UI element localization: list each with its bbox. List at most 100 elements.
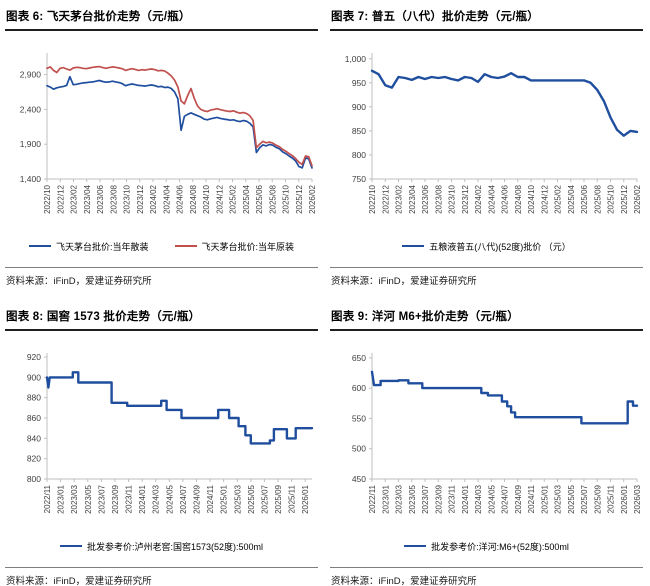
svg-text:2024/07: 2024/07	[179, 484, 188, 513]
line-sample-icon	[174, 245, 197, 247]
svg-text:2025/02: 2025/02	[229, 184, 238, 213]
svg-text:2024/05: 2024/05	[487, 484, 496, 513]
svg-text:2025/09: 2025/09	[593, 484, 602, 513]
legend-label: 五粮液普五(八代)(52度)批价 （元）	[429, 241, 571, 252]
svg-text:2024/11: 2024/11	[527, 484, 536, 513]
svg-text:1,000: 1,000	[345, 54, 367, 64]
svg-text:880: 880	[27, 393, 41, 403]
yanghe-price-chart: 450 500 550 600 650 2022/11 2023/01 2023/03 2023…	[352, 353, 641, 514]
svg-text:650: 650	[352, 353, 366, 363]
svg-text:600: 600	[352, 383, 366, 393]
svg-text:2024/07: 2024/07	[501, 484, 510, 513]
source-note: 资料来源：iFinD，爱建证券研究所	[5, 567, 318, 586]
legend: 批发参考价:泸州老窖:国窖1573(52度):500ml	[5, 539, 318, 553]
svg-text:2023/09: 2023/09	[111, 484, 120, 513]
svg-text:2023/02: 2023/02	[70, 184, 79, 213]
legend-item: 飞天茅台批价:当年散装	[28, 240, 149, 253]
legend-label: 飞天茅台批价:当年原装	[201, 241, 295, 252]
svg-text:2024/12: 2024/12	[215, 184, 224, 213]
guojiao-price-chart: 800 820 840 860 880 900 920 2022/11 2023/01 2023/…	[27, 352, 314, 514]
svg-text:2022/10: 2022/10	[368, 184, 377, 213]
svg-text:2024/03: 2024/03	[152, 484, 161, 513]
svg-text:2023/12: 2023/12	[136, 184, 145, 213]
svg-text:950: 950	[352, 78, 366, 88]
svg-text:2025/01: 2025/01	[540, 484, 549, 513]
svg-text:800: 800	[352, 150, 366, 160]
svg-text:2023/03: 2023/03	[395, 484, 404, 513]
svg-text:2026/01: 2026/01	[620, 484, 629, 513]
svg-text:2023/01: 2023/01	[57, 484, 66, 513]
svg-text:2025/05: 2025/05	[247, 484, 256, 513]
svg-text:500: 500	[352, 444, 366, 454]
panel-title: 图表 7: 普五（八代）批价走势（元/瓶）	[330, 6, 643, 31]
svg-text:2025/08: 2025/08	[593, 184, 602, 213]
panel-puwu: 图表 7: 普五（八代）批价走势（元/瓶） 750 800 850 900 950 1,0…	[325, 0, 650, 300]
line-sample-icon	[402, 245, 425, 247]
legend: 五粮液普五(八代)(52度)批价 （元）	[330, 239, 643, 253]
svg-text:2022/10: 2022/10	[43, 184, 52, 213]
svg-text:2025/12: 2025/12	[295, 184, 304, 213]
source-note: 资料来源：iFinD，爱建证券研究所	[330, 567, 643, 586]
svg-text:2025/10: 2025/10	[282, 184, 291, 213]
line-sample-icon	[59, 545, 82, 547]
svg-text:2024/09: 2024/09	[192, 484, 201, 513]
svg-text:2024/02: 2024/02	[149, 184, 158, 213]
line-sample-icon	[28, 245, 51, 247]
svg-text:840: 840	[27, 433, 41, 443]
svg-text:2026/01: 2026/01	[301, 484, 310, 513]
svg-text:2022/11: 2022/11	[43, 484, 52, 513]
svg-text:920: 920	[27, 352, 41, 362]
svg-text:900: 900	[27, 372, 41, 382]
svg-text:2025/03: 2025/03	[554, 484, 563, 513]
svg-text:2025/03: 2025/03	[233, 484, 242, 513]
svg-text:2024/06: 2024/06	[176, 184, 185, 213]
svg-text:2025/08: 2025/08	[268, 184, 277, 213]
legend-label: 批发参考价:泸州老窖:国窖1573(52度):500ml	[86, 541, 264, 552]
svg-text:2024/02: 2024/02	[474, 184, 483, 213]
legend-item: 飞天茅台批价:当年原装	[174, 240, 295, 253]
svg-text:2023/09: 2023/09	[434, 484, 443, 513]
svg-text:2023/08: 2023/08	[109, 184, 118, 213]
svg-text:2025/07: 2025/07	[580, 484, 589, 513]
svg-text:2023/05: 2023/05	[84, 484, 93, 513]
panel-title: 图表 8: 国窖 1573 批价走势（元/瓶）	[5, 306, 318, 331]
panel-yanghe: 图表 9: 洋河 M6+批价走势（元/瓶） 450 500 550 600 650 202…	[325, 300, 650, 586]
puwu-price-chart: 750 800 850 900 950 1,000 2022/10 2022/12 2023/0…	[345, 53, 641, 214]
svg-text:2025/12: 2025/12	[620, 184, 629, 213]
svg-text:2026/02: 2026/02	[308, 184, 316, 213]
svg-text:550: 550	[352, 413, 366, 423]
svg-text:2025/07: 2025/07	[260, 484, 269, 513]
svg-text:2023/06: 2023/06	[96, 184, 105, 213]
svg-text:2025/05: 2025/05	[567, 484, 576, 513]
svg-text:750: 750	[352, 174, 366, 184]
svg-text:2023/04: 2023/04	[83, 184, 92, 213]
svg-text:2024/10: 2024/10	[527, 184, 536, 213]
svg-text:860: 860	[27, 413, 41, 423]
svg-text:2023/05: 2023/05	[408, 484, 417, 513]
svg-text:1,400: 1,400	[20, 174, 42, 184]
legend-item: 批发参考价:洋河:M6+(52度):500ml	[404, 540, 569, 553]
svg-text:2022/11: 2022/11	[368, 484, 377, 513]
svg-text:2024/10: 2024/10	[202, 184, 211, 213]
svg-text:2025/04: 2025/04	[242, 184, 251, 213]
svg-text:2025/11: 2025/11	[607, 484, 616, 513]
panel-guojiao: 图表 8: 国窖 1573 批价走势（元/瓶） 800 820 840 860 880 9…	[0, 300, 325, 586]
svg-text:2025/06: 2025/06	[255, 184, 264, 213]
svg-text:2026/03: 2026/03	[633, 484, 641, 513]
svg-text:2023/07: 2023/07	[97, 484, 106, 513]
svg-text:2024/04: 2024/04	[162, 184, 171, 213]
svg-text:2023/12: 2023/12	[461, 184, 470, 213]
svg-text:2024/11: 2024/11	[206, 484, 215, 513]
svg-text:2024/06: 2024/06	[501, 184, 510, 213]
legend: 批发参考价:洋河:M6+(52度):500ml	[330, 539, 643, 553]
svg-text:2025/11: 2025/11	[288, 484, 297, 513]
svg-text:2023/02: 2023/02	[395, 184, 404, 213]
panel-maotai: 图表 6: 飞天茅台批价走势（元/瓶） 1,400 1,900 2,400 2,900…	[0, 0, 325, 300]
svg-text:900: 900	[352, 102, 366, 112]
maotai-price-chart: 1,400 1,900 2,400 2,900 2022/10 2022/12 2023/0…	[20, 53, 316, 214]
svg-text:2023/04: 2023/04	[408, 184, 417, 213]
svg-text:2023/11: 2023/11	[125, 484, 134, 513]
legend-item: 批发参考价:泸州老窖:国窖1573(52度):500ml	[59, 540, 264, 553]
panel-title: 图表 9: 洋河 M6+批价走势（元/瓶）	[330, 306, 643, 331]
